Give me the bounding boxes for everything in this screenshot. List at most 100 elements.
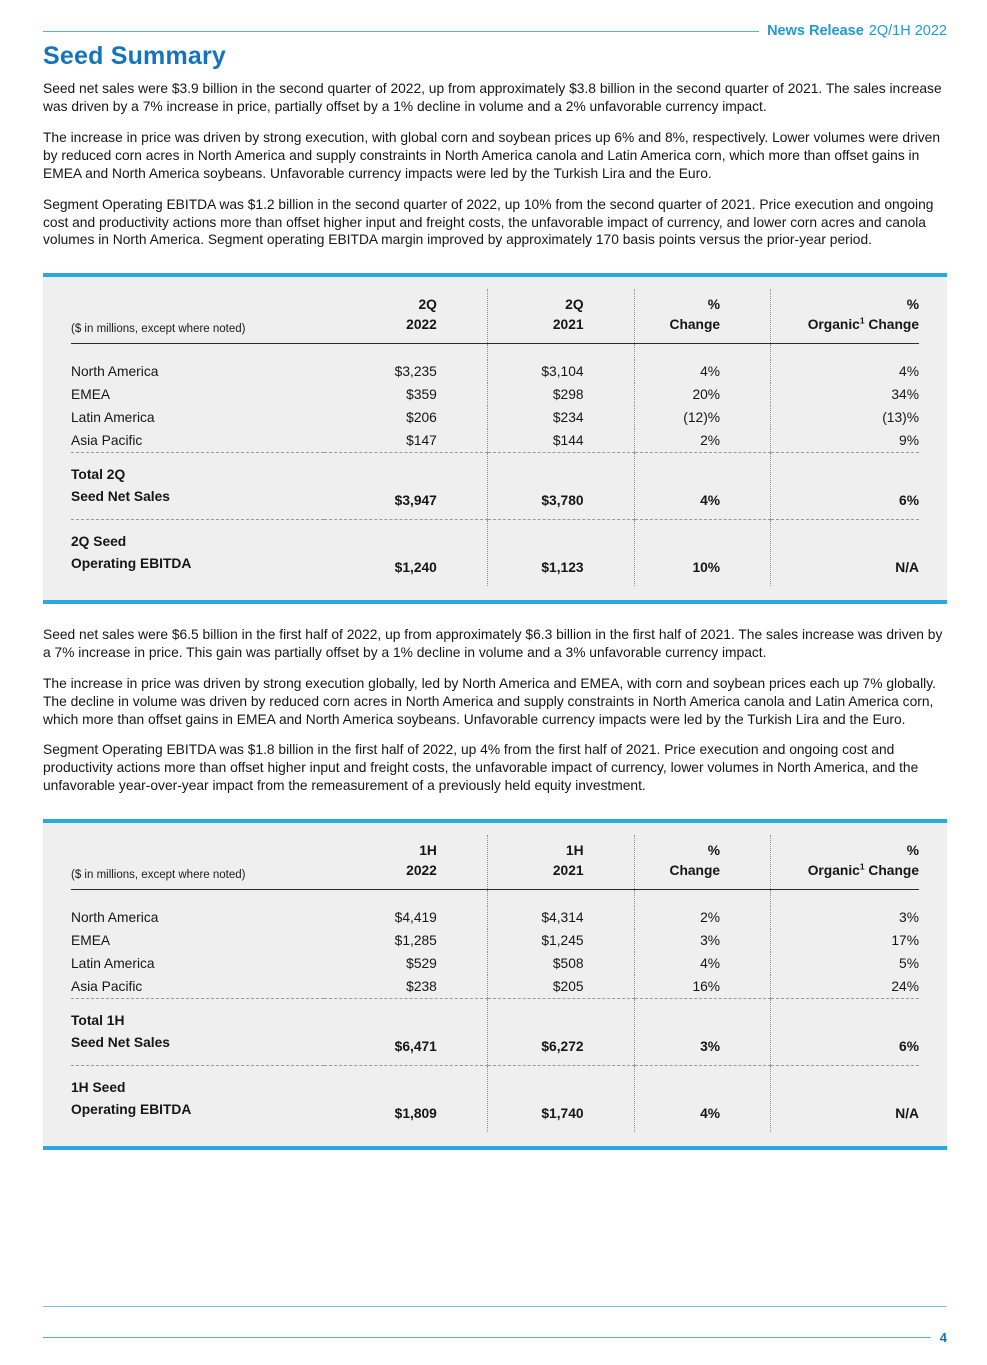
- value-2022: $1,285: [394, 932, 437, 948]
- total-row-label: Total 2Q Seed Net Sales: [71, 451, 324, 520]
- paragraph-1h-ebitda: Segment Operating EBITDA was $1.8 billio…: [43, 742, 919, 794]
- operating-ebitda-row: 2Q Seed Operating EBITDA $1,240 $1,123 10…: [71, 518, 919, 586]
- table-note: ($ in millions, except where noted): [71, 835, 324, 891]
- table-row-latin-america: Latin America $529 $508 4% 5%: [71, 951, 919, 975]
- paragraph-2q-price-volume: The increase in price was driven by stro…: [43, 129, 941, 181]
- region-label: Asia Pacific: [71, 432, 143, 448]
- value-organic-change: 9%: [770, 428, 919, 453]
- table-row-latin-america: Latin America $206 $234 (12)% (13)%: [71, 405, 919, 429]
- column-header-2022: 2Q 2022: [323, 289, 488, 345]
- column-header-2021: 2Q 2021: [486, 289, 635, 345]
- organic-footnote-sup: 1: [859, 861, 865, 872]
- page-title: Seed Summary: [43, 42, 227, 70]
- total-net-sales-row: Total 1H Seed Net Sales $6,471 $6,272 3% …: [71, 997, 919, 1066]
- column-header-organic-change: % Organic1 Change: [770, 289, 919, 345]
- table-header-row: ($ in millions, except where noted) 2Q 20…: [71, 289, 919, 345]
- footnote-rule: [43, 1306, 947, 1307]
- value-2021: $144: [486, 428, 635, 453]
- paragraph-1h-sales: Seed net sales were $6.5 billion in the …: [43, 626, 943, 660]
- value-change: 4%: [633, 451, 771, 520]
- region-label: Latin America: [71, 955, 155, 971]
- region-label: North America: [71, 909, 159, 925]
- ebitda-row-label: 2Q Seed Operating EBITDA: [71, 518, 324, 586]
- value-2021: $3,104: [486, 359, 635, 383]
- value-2022: $238: [406, 978, 437, 994]
- column-header-organic-change: % Organic1 Change: [770, 835, 919, 891]
- region-label: North America: [71, 363, 159, 379]
- column-header-2022: 1H 2022: [323, 835, 488, 891]
- value-2021: $1,245: [486, 928, 635, 952]
- table-row-north-america: North America $4,419 $4,314 2% 3%: [71, 905, 919, 929]
- value-2021: $508: [486, 951, 635, 975]
- value-2021: $1,740: [486, 1064, 635, 1132]
- value-organic-change: 34%: [770, 382, 919, 406]
- paragraph-1h-price-volume: The increase in price was driven by stro…: [43, 675, 936, 727]
- operating-ebitda-row: 1H Seed Operating EBITDA $1,809 $1,740 4%…: [71, 1064, 919, 1132]
- table-row-asia-pacific: Asia Pacific $147 $144 2% 9%: [71, 428, 919, 453]
- value-organic-change: 4%: [770, 359, 919, 383]
- column-header-2021: 1H 2021: [486, 835, 635, 891]
- value-organic-change: 6%: [770, 997, 919, 1066]
- seed-net-sales-table-1h: ($ in millions, except where noted) 1H 20…: [43, 819, 947, 1150]
- table-note: ($ in millions, except where noted): [71, 289, 324, 345]
- value-2022: $1,240: [323, 518, 488, 586]
- value-2021: $1,123: [486, 518, 635, 586]
- value-change: 3%: [633, 928, 771, 952]
- table-row-asia-pacific: Asia Pacific $238 $205 16% 24%: [71, 974, 919, 999]
- value-2022: $529: [406, 955, 437, 971]
- value-2022: $1,809: [323, 1064, 488, 1132]
- region-label: Asia Pacific: [71, 978, 143, 994]
- region-label: EMEA: [71, 386, 111, 402]
- value-2022: $359: [406, 386, 437, 402]
- table-header-row: ($ in millions, except where noted) 1H 20…: [71, 835, 919, 891]
- value-2022: $4,419: [394, 909, 437, 925]
- value-change: 16%: [633, 974, 771, 999]
- value-organic-change: (13)%: [770, 405, 919, 429]
- value-2021: $3,780: [486, 451, 635, 520]
- value-change: 2%: [633, 905, 771, 929]
- seed-net-sales-table-2q: ($ in millions, except where noted) 2Q 20…: [43, 273, 947, 604]
- value-change: 10%: [633, 518, 771, 586]
- region-label: Latin America: [71, 409, 155, 425]
- value-change: 4%: [633, 359, 771, 383]
- organic-footnote-sup: 1: [859, 315, 865, 326]
- value-organic-change: N/A: [770, 518, 919, 586]
- value-2022: $3,235: [394, 363, 437, 379]
- value-change: 3%: [633, 997, 771, 1066]
- total-row-label: Total 1H Seed Net Sales: [71, 997, 324, 1066]
- value-2021: $4,314: [486, 905, 635, 929]
- table-spacer-row: [71, 889, 919, 906]
- paragraph-2q-sales: Seed net sales were $3.9 billion in the …: [43, 81, 942, 114]
- value-change: 20%: [633, 382, 771, 406]
- value-organic-change: N/A: [770, 1064, 919, 1132]
- masthead-label-period: 2Q/1H 2022: [868, 23, 947, 39]
- total-net-sales-row: Total 2Q Seed Net Sales $3,947 $3,780 4% …: [71, 451, 919, 520]
- page-footer: 4: [43, 1330, 947, 1345]
- masthead: News Release 2Q/1H 2022: [43, 22, 947, 40]
- page-number: 4: [939, 1330, 947, 1345]
- value-2021: $6,272: [486, 997, 635, 1066]
- value-organic-change: 17%: [770, 928, 919, 952]
- table-row-emea: EMEA $1,285 $1,245 3% 17%: [71, 928, 919, 952]
- table-row-north-america: North America $3,235 $3,104 4% 4%: [71, 359, 919, 383]
- value-2022: $147: [406, 432, 437, 448]
- value-2022: $206: [406, 409, 437, 425]
- value-2022: $6,471: [323, 997, 488, 1066]
- value-organic-change: 3%: [770, 905, 919, 929]
- masthead-label: News Release 2Q/1H 2022: [767, 23, 947, 39]
- table-row-emea: EMEA $359 $298 20% 34%: [71, 382, 919, 406]
- value-change: 4%: [633, 1064, 771, 1132]
- value-2021: $298: [486, 382, 635, 406]
- value-2022: $3,947: [323, 451, 488, 520]
- value-organic-change: 6%: [770, 451, 919, 520]
- value-change: 2%: [633, 428, 771, 453]
- region-label: EMEA: [71, 932, 111, 948]
- value-2021: $234: [486, 405, 635, 429]
- value-2021: $205: [486, 974, 635, 999]
- paragraph-2q-ebitda: Segment Operating EBITDA was $1.2 billio…: [43, 196, 934, 248]
- value-organic-change: 5%: [770, 951, 919, 975]
- column-header-change: % Change: [633, 835, 771, 891]
- value-change: 4%: [633, 951, 771, 975]
- ebitda-row-label: 1H Seed Operating EBITDA: [71, 1064, 324, 1132]
